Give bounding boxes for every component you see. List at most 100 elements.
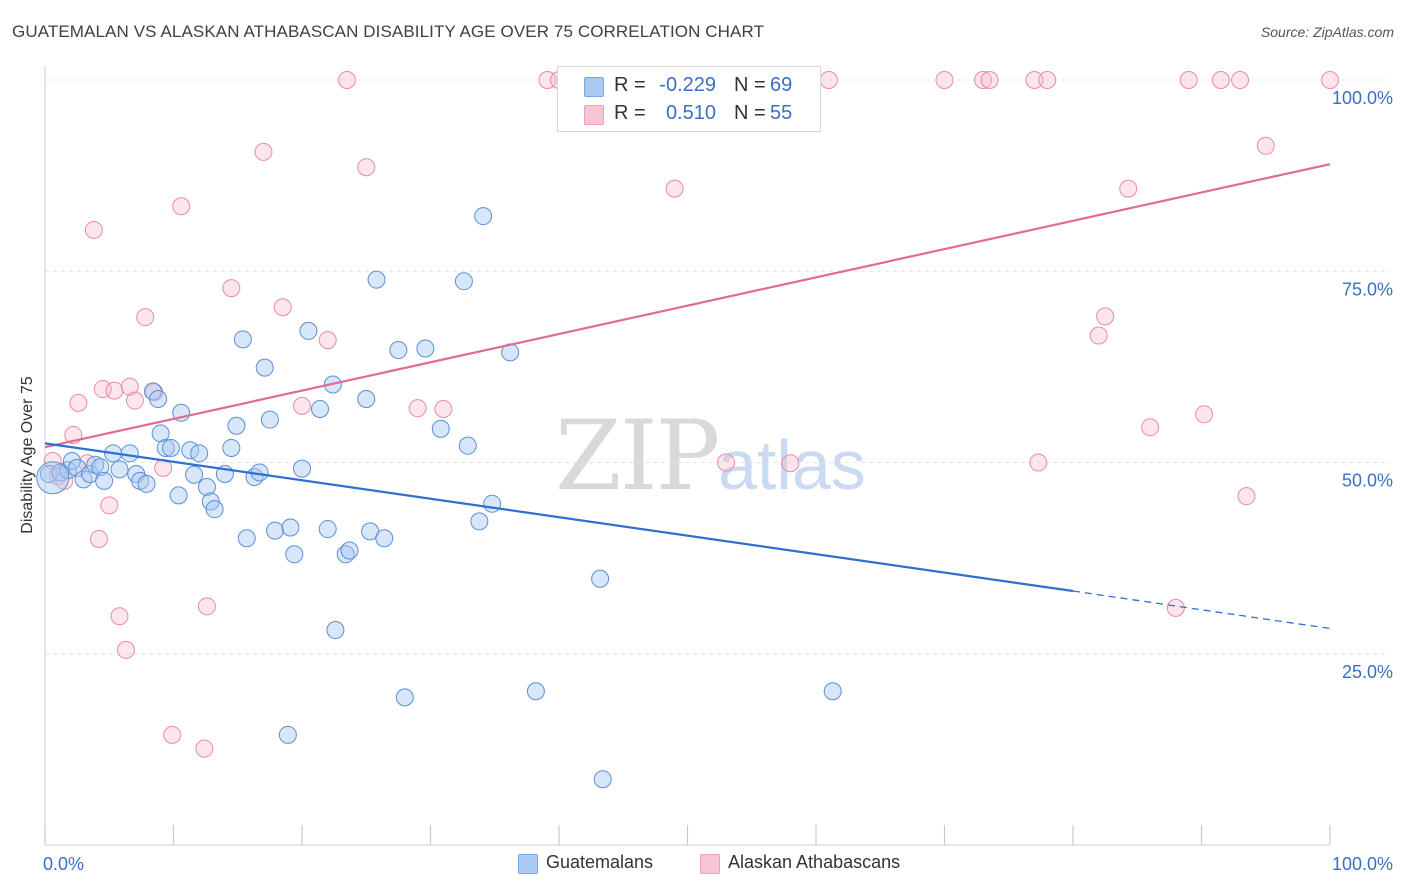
chart-source: Source: ZipAtlas.com	[1260, 24, 1394, 40]
point-guatemalans	[591, 569, 610, 588]
point-guatemalans	[299, 321, 318, 340]
point-guatemalans	[95, 471, 114, 490]
point-guatemalans	[278, 725, 297, 744]
trendline-athabascans	[44, 163, 1331, 449]
legend-swatch-guatemalans	[584, 77, 604, 97]
legend-swatch-athabascans	[584, 105, 604, 125]
point-athabascans	[1166, 598, 1185, 617]
x-tick-label: 100.0%	[1332, 854, 1393, 874]
point-athabascans	[1038, 71, 1057, 89]
point-guatemalans	[266, 521, 285, 540]
point-athabascans	[1211, 71, 1230, 89]
point-athabascans	[819, 71, 838, 89]
point-guatemalans	[416, 339, 435, 358]
point-athabascans	[717, 453, 736, 472]
legend-r-value: 0.510	[665, 102, 716, 124]
legend-row-athabascans: R = 0.510 N = 55	[558, 100, 820, 128]
point-guatemalans	[375, 529, 394, 548]
point-guatemalans	[454, 272, 473, 291]
point-athabascans	[136, 308, 155, 327]
point-guatemalans	[169, 486, 188, 505]
point-athabascans	[1256, 136, 1275, 155]
point-guatemalans	[149, 390, 168, 409]
point-guatemalans	[237, 529, 256, 548]
point-athabascans	[120, 377, 139, 396]
point-guatemalans	[120, 444, 139, 463]
point-athabascans	[254, 142, 273, 161]
point-athabascans	[1237, 487, 1256, 506]
y-tick-label: 50.0%	[1342, 471, 1393, 491]
point-athabascans	[1089, 326, 1108, 345]
point-athabascans	[1231, 71, 1250, 89]
point-athabascans	[1096, 307, 1115, 326]
point-athabascans	[93, 380, 112, 399]
x-tick-label: 0.0%	[43, 854, 84, 874]
point-athabascans	[980, 71, 999, 89]
y-tick-label: 100.0%	[1332, 88, 1393, 108]
point-athabascans	[100, 496, 119, 515]
point-athabascans	[1029, 453, 1048, 472]
legend-r-label: R =	[614, 74, 646, 96]
point-guatemalans	[310, 399, 329, 418]
point-guatemalans	[470, 512, 489, 531]
legend-row-guatemalans: R = -0.229 N = 69	[558, 72, 820, 100]
point-guatemalans	[340, 541, 359, 560]
point-guatemalans	[227, 416, 246, 435]
y-tick-label: 75.0%	[1342, 279, 1393, 299]
point-athabascans	[110, 607, 129, 626]
point-guatemalans	[483, 494, 502, 513]
point-athabascans	[195, 739, 214, 758]
point-athabascans	[172, 197, 191, 216]
legend-r-value: -0.229	[659, 74, 716, 96]
point-guatemalans	[260, 410, 279, 429]
point-guatemalans	[39, 464, 58, 483]
point-athabascans	[116, 640, 135, 659]
point-athabascans	[1025, 71, 1044, 89]
point-guatemalans	[458, 436, 477, 455]
point-guatemalans	[91, 458, 110, 477]
point-athabascans	[273, 298, 292, 317]
point-athabascans	[293, 396, 311, 415]
point-guatemalans	[823, 682, 842, 701]
point-guatemalans	[357, 390, 376, 409]
point-athabascans	[781, 454, 800, 473]
legend-swatch-guatemalans	[518, 854, 538, 874]
legend-label-athabascans: Alaskan Athabascans	[728, 852, 901, 872]
point-athabascans	[1195, 405, 1214, 424]
point-athabascans	[337, 71, 356, 89]
point-athabascans	[84, 220, 103, 239]
point-athabascans	[935, 71, 954, 89]
point-athabascans	[1179, 71, 1198, 89]
point-guatemalans	[285, 545, 304, 564]
point-athabascans	[408, 399, 427, 418]
point-guatemalans	[110, 460, 129, 479]
point-guatemalans	[395, 688, 414, 707]
point-athabascans	[125, 391, 144, 410]
point-athabascans	[69, 393, 88, 412]
point-guatemalans	[593, 770, 612, 789]
correlation-legend: R = -0.229 N = 69 R = 0.510 N = 55	[557, 66, 821, 132]
legend-n-label: N =	[734, 102, 766, 124]
point-athabascans	[1141, 418, 1160, 437]
watermark-atlas: atlas	[718, 425, 866, 505]
point-guatemalans	[36, 461, 70, 495]
point-guatemalans	[326, 621, 345, 640]
point-athabascans	[318, 331, 337, 350]
legend-n-value: 55	[770, 102, 793, 124]
point-guatemalans	[137, 474, 156, 493]
point-athabascans	[197, 597, 216, 616]
point-athabascans	[1119, 179, 1138, 198]
point-guatemalans	[389, 341, 408, 360]
point-athabascans	[105, 381, 124, 400]
point-guatemalans	[205, 500, 224, 519]
point-guatemalans	[151, 424, 170, 443]
legend-n-label: N =	[734, 74, 766, 96]
point-guatemalans	[185, 465, 204, 484]
point-guatemalans	[233, 330, 252, 349]
legend-r-label: R =	[614, 102, 646, 124]
point-guatemalans	[474, 207, 493, 226]
point-guatemalans	[222, 438, 241, 457]
point-guatemalans	[281, 518, 300, 537]
point-guatemalans	[156, 438, 175, 457]
legend-n-value: 69	[770, 74, 793, 96]
